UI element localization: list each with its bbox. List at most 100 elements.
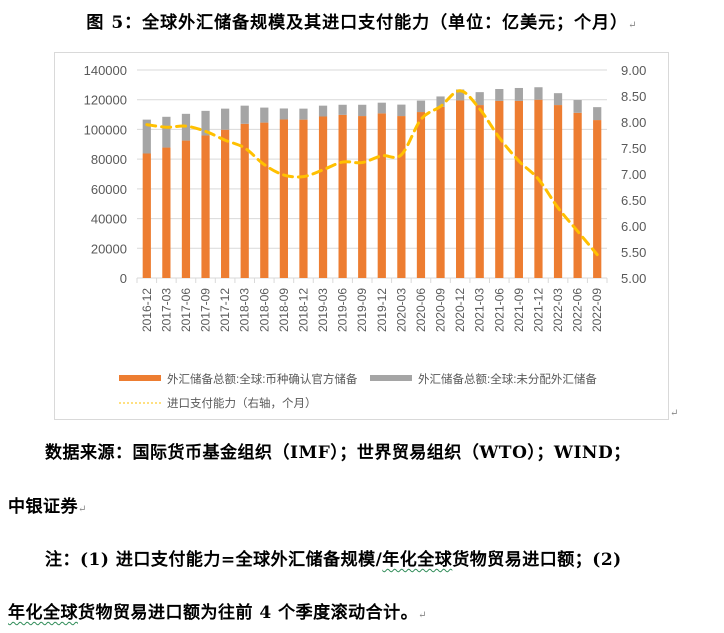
bar-official-reserves (201, 135, 210, 278)
y-tick-label: 140000 (84, 63, 127, 78)
x-tick-label: 2017-09 (199, 288, 213, 332)
bar-unallocated-reserves (377, 102, 386, 114)
paragraph-mark: ↵ (628, 20, 638, 31)
x-tick-label: 2018-06 (257, 288, 271, 332)
bar-unallocated-reserves (436, 96, 445, 107)
bar-unallocated-reserves (553, 93, 563, 106)
y2-tick-label: 5.50 (621, 245, 646, 260)
bar-official-reserves (318, 116, 328, 278)
y2-tick-label: 9.00 (621, 63, 646, 78)
bar-official-reserves (260, 122, 269, 278)
bar-unallocated-reserves (260, 107, 269, 123)
bar-unallocated-reserves (593, 107, 602, 121)
bar-unallocated-reserves (358, 104, 367, 117)
x-tick-label: 2017-12 (218, 288, 232, 332)
x-tick-label: 2016-12 (140, 288, 154, 332)
x-tick-label: 2021-09 (512, 288, 526, 332)
bar-official-reserves (142, 153, 151, 278)
bar-unallocated-reserves (318, 105, 328, 117)
source-line-2: 中银证券↵ (8, 497, 87, 517)
x-tick-label: 2020-03 (394, 288, 408, 332)
bar-official-reserves (299, 119, 308, 278)
source-line-1: 数据来源：国际货币基金组织（IMF）；世界贸易组织（WTO）；WIND； (45, 443, 631, 463)
x-tick-label: 2021-12 (531, 288, 545, 332)
bar-unallocated-reserves (573, 100, 582, 113)
bar-official-reserves (495, 100, 504, 278)
x-tick-label: 2019-12 (375, 288, 389, 332)
x-tick-label: 2020-12 (453, 288, 467, 332)
x-tick-label: 2022-06 (571, 288, 585, 332)
chart-frame: 0 20000 40000 60000 80000 100000 120000 140000 5… (54, 52, 669, 420)
bar-official-reserves (279, 119, 288, 278)
bar-official-reserves (573, 112, 582, 278)
x-tick-label: 2018-09 (277, 288, 291, 332)
x-tick-label: 2021-06 (492, 288, 506, 332)
y2-tick-label: 8.00 (621, 115, 646, 130)
bar-unallocated-reserves (279, 108, 288, 120)
y-tick-label: 120000 (84, 93, 127, 108)
x-tick-label: 2022-03 (551, 288, 565, 332)
bar-unallocated-reserves (240, 105, 249, 124)
bar-official-reserves (338, 114, 347, 278)
x-tick-label: 2018-03 (238, 288, 252, 332)
y-tick-label: 40000 (91, 212, 127, 227)
bar-official-reserves (221, 129, 230, 278)
x-tick-label: 2018-12 (296, 288, 310, 332)
x-tick-label: 2019-03 (316, 288, 330, 332)
bar-unallocated-reserves (201, 110, 210, 136)
figure-title: 图 5：全球外汇储备规模及其进口支付能力（单位：亿美元；个月）↵ (86, 13, 638, 33)
x-tick-label: 2020-06 (414, 288, 428, 332)
bar-official-reserves (593, 120, 602, 278)
bar-official-reserves (240, 123, 249, 278)
bar-unallocated-reserves (299, 108, 308, 120)
legend-swatch-official (119, 375, 161, 381)
x-tick-label: 2021-03 (473, 288, 487, 332)
legend-swatch-unallocated (370, 375, 412, 381)
bar-official-reserves (377, 113, 386, 278)
bar-unallocated-reserves (534, 87, 543, 100)
y2-tick-label: 5.00 (621, 271, 646, 286)
bar-unallocated-reserves (162, 116, 171, 148)
bar-unallocated-reserves (221, 108, 230, 130)
bar-official-reserves (181, 140, 191, 278)
paragraph-mark: ↵ (670, 408, 679, 419)
bar-unallocated-reserves (142, 119, 151, 154)
bar-official-reserves (436, 106, 445, 278)
bar-official-reserves (397, 116, 406, 278)
note-line-1: 注：(1) 进口支付能力=全球外汇储备规模/年化全球货物贸易进口额；(2) (45, 550, 622, 570)
bar-unallocated-reserves (416, 100, 426, 113)
bar-official-reserves (162, 147, 171, 278)
bar-unallocated-reserves (397, 104, 406, 117)
y2-tick-label: 6.50 (621, 193, 646, 208)
import-coverage-line (145, 89, 599, 257)
x-tick-label: 2019-06 (336, 288, 350, 332)
legend-label-official: 外汇储备总额:全球:币种确认官方储备 (167, 372, 358, 386)
legend-label-unallocated: 外汇储备总额:全球:未分配外汇储备 (418, 372, 597, 386)
bar-unallocated-reserves (338, 104, 347, 115)
note-line-2: 年化全球货物贸易进口额为往前 4 个季度滚动合计。↵ (8, 603, 428, 623)
bar-official-reserves (514, 100, 523, 278)
y-tick-label: 100000 (84, 122, 127, 137)
combo-chart: 0 20000 40000 60000 80000 100000 120000 140000 5… (84, 63, 647, 410)
x-tick-label: 2020-09 (434, 288, 448, 332)
x-tick-label: 2022-09 (590, 288, 604, 332)
bar-official-reserves (416, 112, 426, 278)
bar-unallocated-reserves (475, 92, 484, 106)
bar-unallocated-reserves (514, 87, 523, 101)
bar-unallocated-reserves (456, 89, 465, 101)
y-tick-label: 20000 (91, 241, 127, 256)
x-tick-label: 2017-03 (159, 288, 173, 332)
y2-tick-label: 8.50 (621, 89, 646, 104)
bar-official-reserves (475, 105, 484, 278)
y2-tick-label: 6.00 (621, 219, 646, 234)
x-tick-label: 2019-09 (355, 288, 369, 332)
bar-official-reserves (456, 100, 465, 278)
y-tick-label: 80000 (91, 152, 127, 167)
y-tick-label: 0 (120, 271, 127, 286)
legend-label-coverage: 进口支付能力（右轴，个月） (167, 396, 317, 410)
x-tick-label: 2017-06 (179, 288, 193, 332)
y2-tick-label: 7.00 (621, 167, 646, 182)
y2-tick-label: 7.50 (621, 141, 646, 156)
y-tick-label: 60000 (91, 182, 127, 197)
bar-official-reserves (553, 105, 563, 278)
